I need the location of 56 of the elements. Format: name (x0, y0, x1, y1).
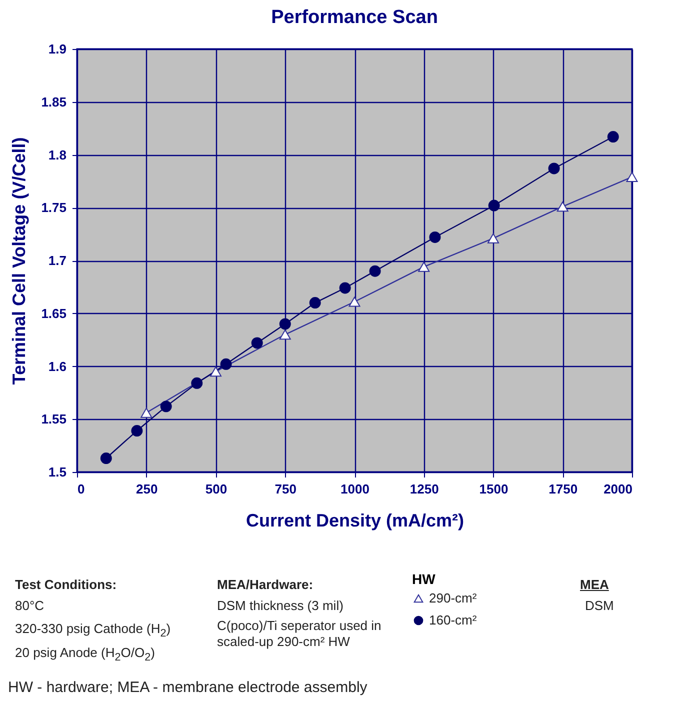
point (626, 172, 638, 182)
x-tick-label: 2000 (604, 482, 632, 496)
chart-title: Performance Scan (271, 7, 438, 28)
y-tick-label: 1.6 (48, 358, 66, 374)
y-tick-label: 1.8 (48, 147, 66, 162)
x-tick-label: 1000 (340, 482, 370, 496)
y-tick-label: 1.9 (48, 42, 66, 56)
point (160, 400, 172, 412)
text: Test Conditions: (15, 577, 117, 593)
point (191, 377, 203, 389)
point (607, 131, 619, 143)
text: DSM (585, 598, 614, 614)
y-tick-label: 1.65 (41, 306, 66, 321)
text: 80°C (15, 598, 44, 614)
x-tick-label: 250 (136, 482, 158, 496)
text: MEA (580, 577, 609, 593)
x-tick-label: 500 (205, 482, 228, 496)
legend-label: 290-cm² (429, 590, 478, 606)
point (369, 265, 381, 277)
text: HW - hardware; MEA - membrane electrode assembly (8, 679, 368, 696)
y-tick-label: 1.55 (41, 412, 66, 427)
x-tick-label: 1250 (410, 482, 439, 496)
point (309, 297, 321, 309)
y-tick-label: 1.7 (48, 253, 66, 268)
text: C(poco)/Ti seperator used in scaled-up 290-cm² HW (217, 618, 382, 650)
point (140, 408, 152, 418)
point (220, 358, 232, 370)
point (418, 262, 430, 272)
point (279, 318, 291, 330)
point (251, 337, 263, 349)
point (556, 202, 568, 212)
y-tick-label: 1.75 (41, 200, 66, 216)
point (429, 232, 441, 243)
x-tick-label: 750 (274, 482, 296, 496)
text: 320-330 psig Cathode (H$_{2}$) (15, 621, 171, 642)
y-tick-label: 1.5 (48, 464, 66, 480)
x-axis-title: Current Density (mA/cm²) (246, 510, 464, 530)
y-tick-label: 1.85 (41, 94, 66, 110)
point (548, 162, 560, 174)
point (488, 200, 500, 212)
x-tick-label: 1750 (548, 482, 578, 496)
point (279, 329, 291, 340)
legend-title: HW (412, 571, 436, 587)
y-axis-title: Terminal Cell Voltage (V/Cell) (9, 137, 30, 385)
point (131, 425, 143, 436)
point (100, 452, 112, 464)
text: DSM thickness (3 mil) (217, 598, 344, 614)
legend-label: 160-cm² (429, 612, 478, 628)
text: 20 psig Anode (H$_{2}$O/O$_{2}$) (15, 645, 155, 666)
point (348, 296, 360, 307)
point (488, 233, 499, 244)
text: MEA/Hardware: (217, 577, 314, 593)
point (339, 282, 351, 294)
x-tick-label: 1500 (479, 482, 508, 496)
x-tick-label: 0 (78, 482, 85, 496)
point (210, 366, 222, 377)
